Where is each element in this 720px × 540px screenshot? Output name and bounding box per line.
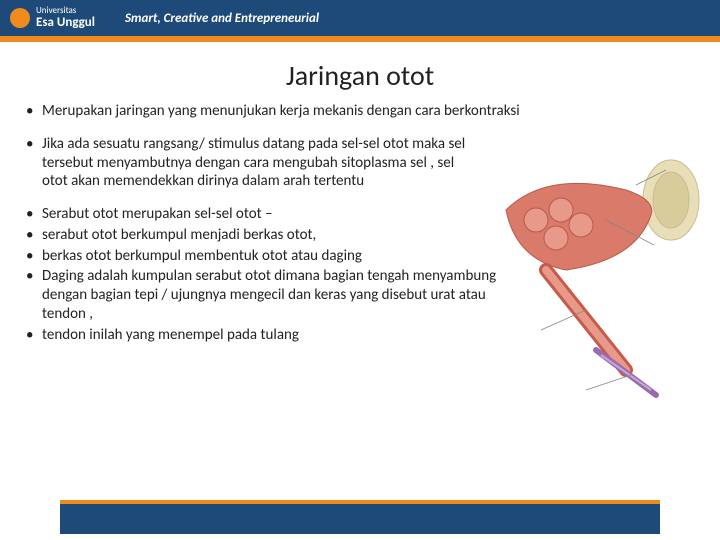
bullet-group-1: Merupakan jaringan yang menunjukan kerja… [26, 102, 666, 121]
bullet-group-3: Serabut otot merupakan sel-sel otot – se… [26, 205, 506, 344]
bullet-item: Serabut otot merupakan sel-sel otot – [26, 205, 506, 224]
logo-top-line: Universitas [36, 6, 95, 15]
bullet-item: Merupakan jaringan yang menunjukan kerja… [26, 102, 666, 121]
header-bar: Universitas Esa Unggul Smart, Creative a… [0, 0, 720, 36]
body-content: Merupakan jaringan yang menunjukan kerja… [26, 102, 466, 358]
bullet-item: Daging adalah kumpulan serabut otot dima… [26, 267, 506, 323]
bullet-item: berkas otot berkumpul membentuk otot ata… [26, 247, 506, 266]
header-accent-bar [0, 36, 720, 42]
logo-mark-icon [10, 8, 30, 28]
bullet-item: serabut otot berkumpul menjadi berkas ot… [26, 226, 506, 245]
muscle-illustration [486, 150, 706, 400]
logo: Universitas Esa Unggul [0, 0, 95, 36]
bullet-group-2: Jika ada sesuatu rangsang/ stimulus data… [26, 135, 466, 191]
logo-main-line: Esa Unggul [36, 15, 95, 30]
page-title: Jaringan otot [0, 58, 720, 93]
header-tagline: Smart, Creative and Entrepreneurial [125, 11, 319, 26]
bullet-item: Jika ada sesuatu rangsang/ stimulus data… [26, 135, 466, 191]
bullet-item: tendon inilah yang menempel pada tulang [26, 326, 506, 345]
footer-bar [60, 504, 660, 534]
slide: Universitas Esa Unggul Smart, Creative a… [0, 0, 720, 540]
logo-text: Universitas Esa Unggul [36, 6, 95, 30]
